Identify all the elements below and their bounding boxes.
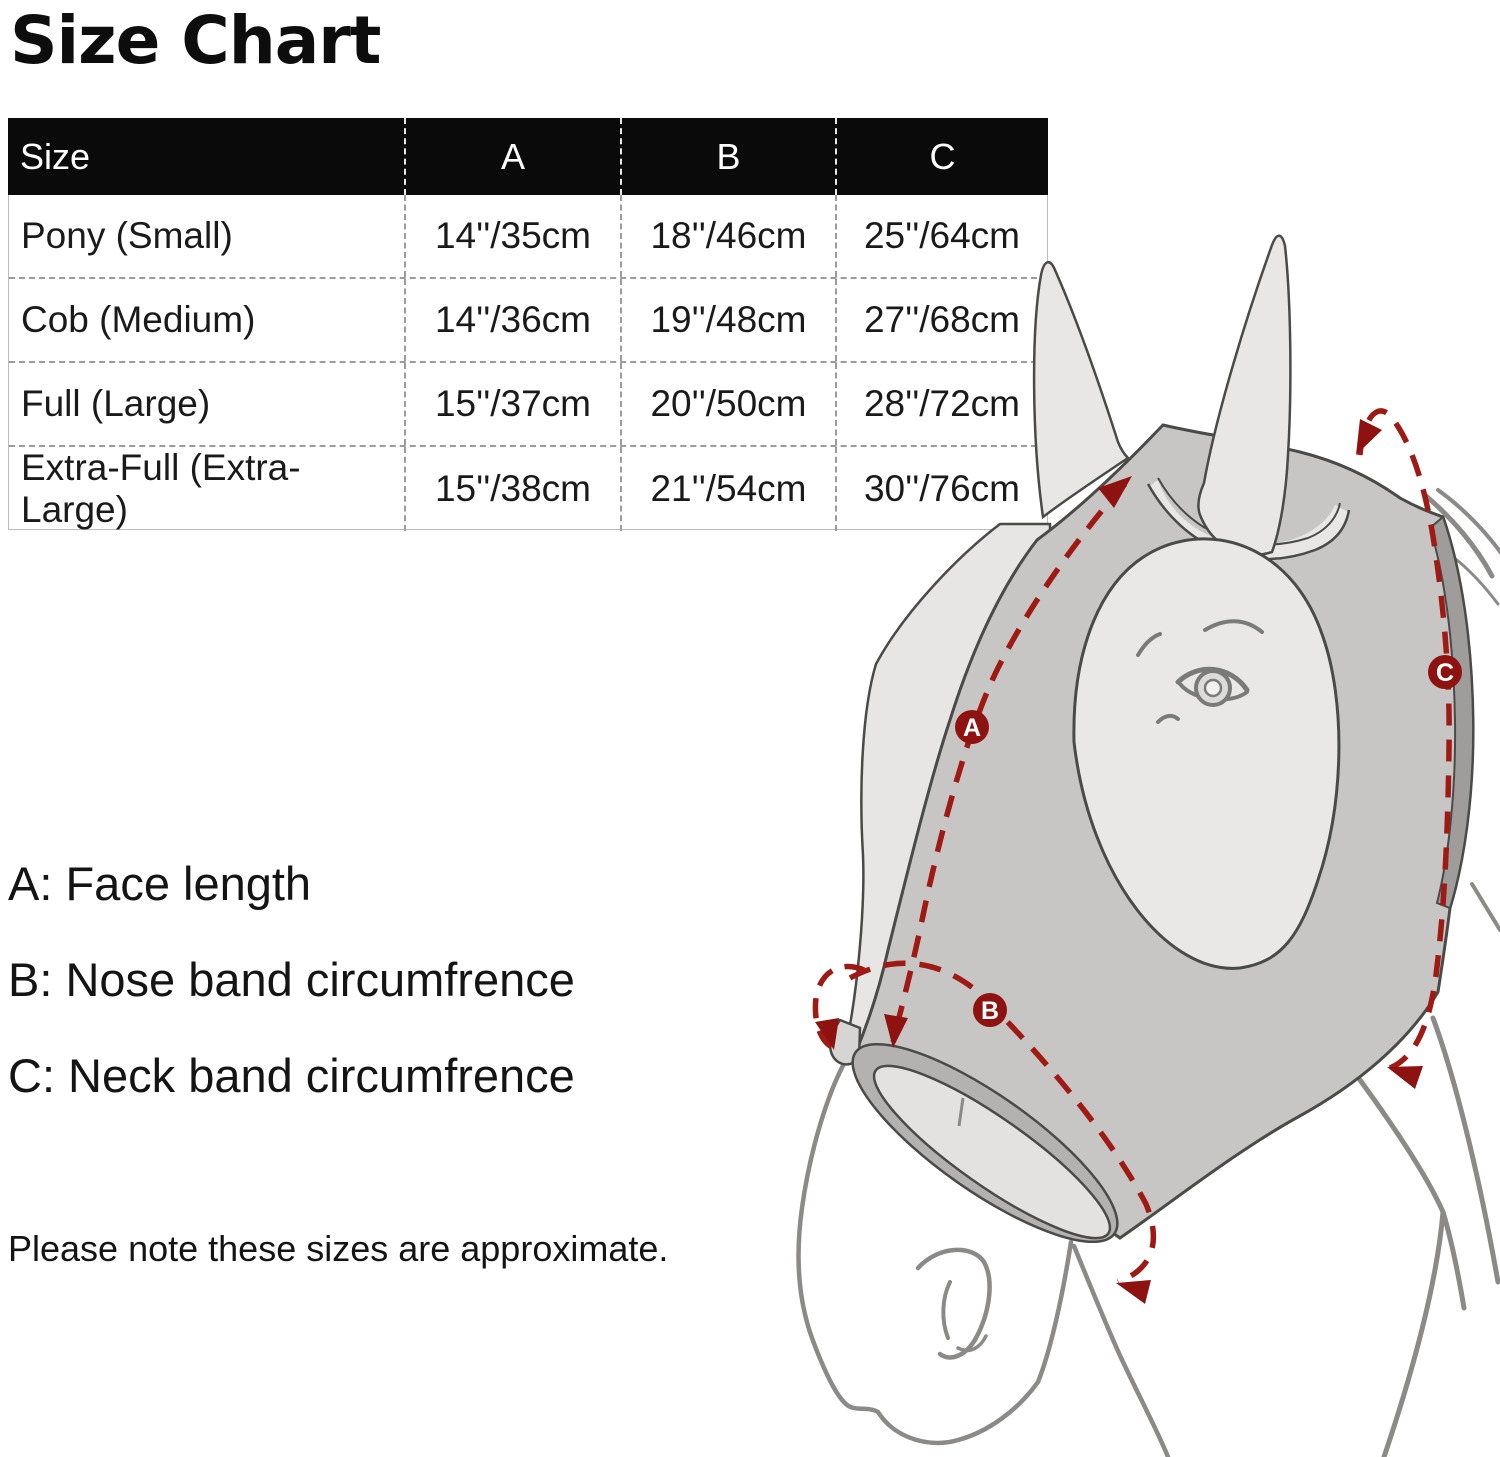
- size-table-body: Pony (Small) 14''/35cm 18''/46cm 25''/64…: [8, 195, 1048, 531]
- table-row: Pony (Small) 14''/35cm 18''/46cm 25''/64…: [9, 195, 1047, 277]
- neck-front-line-lower: [1381, 1209, 1446, 1457]
- marker-b: [973, 993, 1007, 1027]
- measure-a-cell: 14''/36cm: [404, 279, 620, 361]
- column-header-b: B: [620, 118, 835, 195]
- measure-c-cell: 28''/72cm: [835, 363, 1047, 445]
- arrowhead-a-bottom-icon: [884, 1014, 908, 1048]
- eye-hole: [1072, 537, 1341, 970]
- eye-hole-opening: [1072, 537, 1341, 970]
- column-header-size: Size: [20, 135, 91, 177]
- nostril-outline: [915, 1247, 992, 1360]
- column-header-c: C: [835, 118, 1048, 195]
- measure-a-dashed-path: [890, 482, 1128, 1043]
- marker-a-letter: A: [963, 714, 981, 742]
- size-name-cell: Cob (Medium): [21, 299, 256, 340]
- cheek-stroke: [1156, 713, 1180, 724]
- left-ear: [1032, 261, 1130, 520]
- measure-b-cell: 21''/54cm: [620, 447, 835, 531]
- legend-item-c: C: Neck band circumfrence: [8, 1049, 575, 1102]
- brow-stroke: [1203, 619, 1264, 634]
- horse-line-art: [796, 488, 1500, 1457]
- right-ear: [1197, 234, 1292, 557]
- measure-b-cell: 18''/46cm: [620, 195, 835, 277]
- marker-b-letter: B: [981, 997, 999, 1025]
- measure-b-dashed-path: [848, 960, 1157, 1285]
- legend-item-a: A: Face length: [8, 857, 312, 910]
- measure-b-hook-path: [812, 963, 866, 1050]
- nose-band-crease: [957, 1097, 965, 1127]
- horse-eye: [1136, 619, 1264, 724]
- muzzle-outline: [796, 1057, 1041, 1446]
- size-name-cell: Pony (Small): [21, 215, 233, 256]
- mane-stroke: [1423, 493, 1495, 579]
- rim-outer-arc: [1146, 483, 1351, 561]
- cheek-diagonal-line: [1470, 882, 1500, 932]
- marker-a: [955, 710, 989, 744]
- jaw-line-right: [1071, 1243, 1171, 1457]
- approximate-sizes-note: Please note these sizes are approximate.: [8, 1228, 669, 1269]
- nose-band: [828, 1018, 1119, 1244]
- size-table: Size A B C Pony (Small) 14''/35cm 18''/4…: [8, 118, 1048, 531]
- marker-c: [1428, 655, 1462, 689]
- measure-b-cell: 20''/50cm: [620, 363, 835, 445]
- measurement-b: B: [812, 960, 1157, 1304]
- arrowhead-b-hook-icon: [815, 1018, 839, 1050]
- legend-item-b: B: Nose band circumfrence: [8, 953, 575, 1006]
- arrowhead-a-top-icon: [1098, 476, 1132, 508]
- marker-c-letter: C: [1436, 659, 1454, 687]
- measurement-a: A: [884, 476, 1132, 1048]
- arrowhead-b-end-icon: [1116, 1280, 1151, 1304]
- nostril-inner-curve: [941, 1280, 952, 1340]
- column-header-a: A: [404, 118, 620, 195]
- table-row: Cob (Medium) 14''/36cm 19''/48cm 27''/68…: [9, 277, 1047, 361]
- nose-band-opening: [872, 1064, 1112, 1240]
- size-name-cell: Full (Large): [21, 383, 211, 424]
- neck-front-line: [1357, 1077, 1467, 1311]
- mane-stroke: [1450, 554, 1500, 606]
- measurement-legend: A: Face length B: Nose band circumfrence…: [8, 836, 575, 1124]
- arrowhead-c-bottom-icon: [1387, 1066, 1423, 1089]
- measure-c-cell: 25''/64cm: [835, 195, 1047, 277]
- page-title: Size Chart: [10, 2, 381, 79]
- neck-band-strip: [1428, 515, 1475, 910]
- measure-a-cell: 15''/37cm: [404, 363, 620, 445]
- table-row: Extra-Full (Extra-Large) 15''/38cm 21''/…: [9, 445, 1047, 531]
- table-row: Full (Large) 15''/37cm 20''/50cm 28''/72…: [9, 361, 1047, 445]
- mane-stroke: [1436, 488, 1500, 555]
- brow-stroke-small: [1136, 632, 1162, 657]
- size-name-cell: Extra-Full (Extra-Large): [21, 447, 301, 530]
- jaw-line-left: [1035, 1239, 1074, 1385]
- measure-b-cell: 19''/48cm: [620, 279, 835, 361]
- neck-back-line: [1430, 1015, 1500, 1285]
- rim-inner-arc: [1157, 477, 1341, 546]
- measure-c-cell: 27''/68cm: [835, 279, 1047, 361]
- nostril-flick: [956, 1334, 988, 1353]
- measure-a-cell: 15''/38cm: [404, 447, 620, 531]
- arrowhead-c-top-icon: [1356, 419, 1382, 455]
- measure-c-cell: 30''/76cm: [835, 447, 1047, 531]
- measurement-c: C: [1356, 408, 1462, 1089]
- pupil-highlight: [1203, 678, 1223, 698]
- measure-a-cell: 14''/35cm: [404, 195, 620, 277]
- size-table-header: Size A B C: [8, 118, 1048, 195]
